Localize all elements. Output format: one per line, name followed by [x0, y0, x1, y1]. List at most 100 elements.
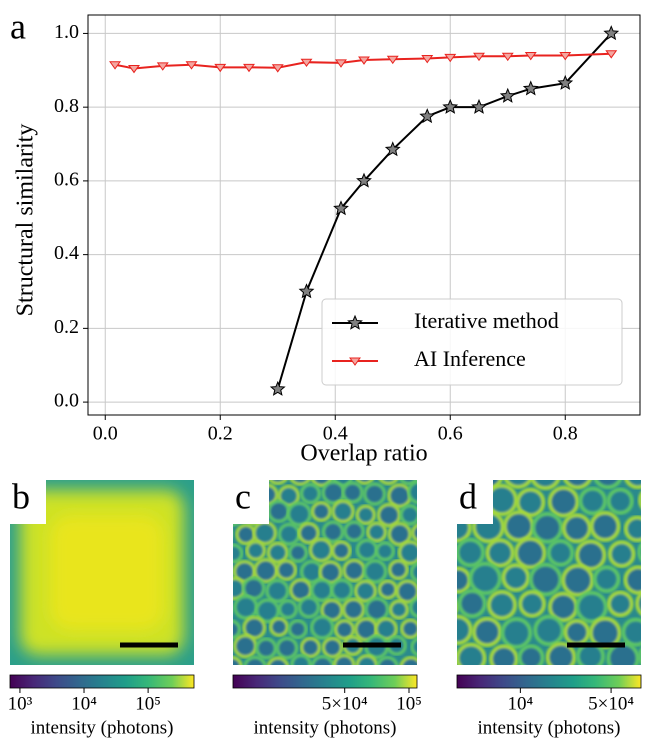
cell: [233, 655, 243, 665]
cell: [374, 617, 398, 641]
cell: [530, 480, 561, 490]
cell: [515, 487, 546, 518]
cell: [546, 539, 575, 567]
data-point: [524, 52, 537, 61]
data-point: [386, 55, 399, 65]
cell: [299, 483, 321, 505]
image: [431, 480, 641, 665]
cell: [310, 655, 335, 665]
cell: [233, 633, 258, 659]
cell: [342, 558, 366, 583]
cell: [321, 520, 345, 544]
series-line: [114, 52, 612, 70]
data-point: [185, 61, 198, 70]
cell: [233, 594, 259, 620]
data-point: [333, 200, 349, 216]
cell: [637, 542, 641, 562]
cell: [341, 481, 364, 504]
cell: [563, 619, 591, 646]
data-point: [522, 80, 539, 96]
panel-label: a: [10, 6, 26, 46]
cell: [397, 540, 417, 565]
cell: [593, 480, 622, 490]
y-tick-label: 0.0: [54, 390, 79, 412]
colorbar-label: intensity (photons): [30, 717, 173, 738]
data-point: [384, 141, 401, 157]
data-point: [128, 64, 140, 74]
cell: [387, 483, 412, 508]
cell: [502, 510, 535, 542]
data-point: [557, 74, 574, 90]
colorbar: [232, 674, 418, 689]
y-axis-label: Structural similarity: [13, 124, 39, 317]
cell: [411, 523, 417, 542]
data-point: [421, 55, 434, 64]
cell: [377, 579, 398, 600]
data-point: [335, 59, 347, 68]
cell: [531, 512, 563, 544]
cell: [388, 559, 409, 580]
cell: [267, 499, 291, 523]
cell: [277, 599, 298, 620]
data-point: [501, 52, 514, 62]
cell: [376, 655, 399, 665]
cell: [308, 537, 334, 563]
cell: [201, 618, 220, 637]
cell: [355, 538, 379, 561]
cell: [635, 591, 641, 616]
cell: [330, 578, 354, 602]
panel-label: d: [459, 476, 477, 516]
cell: [623, 515, 641, 543]
panel-label: b: [12, 476, 30, 516]
cell: [333, 619, 356, 641]
cell: [407, 480, 417, 504]
cell: [575, 590, 608, 624]
cell: [290, 653, 312, 665]
cell: [607, 540, 636, 568]
data-point: [298, 283, 315, 299]
cell: [213, 484, 231, 502]
label-box: [457, 480, 493, 524]
cell: [255, 637, 278, 660]
cell: [457, 566, 472, 594]
cell: [431, 541, 454, 564]
colorbar: [456, 674, 642, 689]
cell: [233, 543, 244, 564]
cell: [198, 578, 220, 600]
cell: [287, 619, 308, 640]
cell: [517, 644, 545, 665]
cell: [485, 538, 515, 568]
x-tick-label: 0.4: [323, 423, 348, 445]
cell: [638, 491, 641, 509]
x-tick-label: 0.2: [208, 423, 233, 445]
cell: [399, 480, 417, 485]
cell: [514, 536, 547, 570]
cell: [423, 658, 441, 676]
cell: [638, 647, 641, 665]
image-center: [50, 515, 164, 630]
cell: [243, 655, 267, 665]
cell: [213, 561, 232, 580]
data-point: [605, 50, 618, 59]
colorbar-label: intensity (photons): [477, 717, 620, 738]
colorbar: [9, 674, 195, 689]
data-point: [559, 52, 572, 61]
legend-box: [321, 298, 623, 386]
data-point: [473, 52, 485, 62]
data-point: [109, 61, 121, 70]
cell: [621, 617, 641, 647]
x-tick-label: 0.0: [93, 423, 118, 445]
cell: [387, 522, 412, 547]
cell: [343, 520, 365, 542]
cell: [331, 540, 352, 561]
cell: [366, 521, 388, 543]
cell: [468, 561, 502, 595]
y-tick-label: 0.6: [54, 168, 79, 190]
cell: [289, 480, 311, 486]
cell: [561, 513, 592, 544]
data-point: [271, 64, 284, 73]
cell: [269, 617, 289, 637]
cell: [489, 644, 519, 665]
cell: [210, 599, 231, 620]
